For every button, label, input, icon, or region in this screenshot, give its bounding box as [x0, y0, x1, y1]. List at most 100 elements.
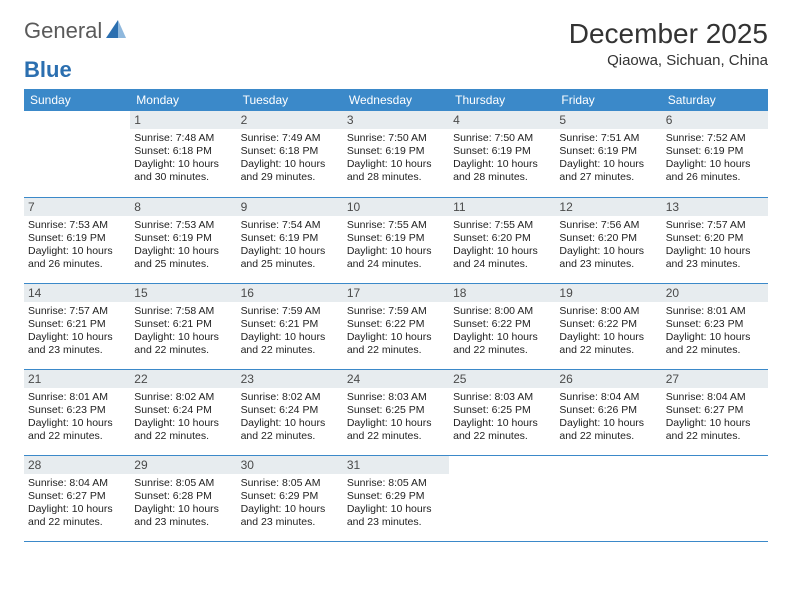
calendar-cell [555, 455, 661, 541]
calendar-cell: 18Sunrise: 8:00 AMSunset: 6:22 PMDayligh… [449, 283, 555, 369]
day-number: 9 [237, 198, 343, 216]
day-info: Sunrise: 7:53 AMSunset: 6:19 PMDaylight:… [28, 219, 126, 272]
day-number: 15 [130, 284, 236, 302]
calendar-cell: 24 Sunrise: 8:03 AMSunset: 6:25 PMDayligh… [343, 369, 449, 455]
day-info: Sunrise: 8:01 AMSunset: 6:23 PMDaylight:… [28, 391, 126, 444]
weekday-header: Tuesday [237, 89, 343, 111]
day-info: Sunrise: 7:51 AMSunset: 6:19 PMDaylight:… [559, 132, 657, 185]
weekday-header: Sunday [24, 89, 130, 111]
calendar-cell: 14 Sunrise: 7:57 AMSunset: 6:21 PMDayligh… [24, 283, 130, 369]
day-info: Sunrise: 8:01 AMSunset: 6:23 PMDaylight:… [666, 305, 764, 358]
day-number: 8 [130, 198, 236, 216]
calendar-cell: 16Sunrise: 7:59 AMSunset: 6:21 PMDayligh… [237, 283, 343, 369]
day-info: Sunrise: 8:04 AMSunset: 6:27 PMDaylight:… [666, 391, 764, 444]
day-number: 3 [343, 111, 449, 129]
calendar-row: 28Sunrise: 8:04 AMSunset: 6:27 PMDayligh… [24, 455, 768, 541]
calendar-cell: 19Sunrise: 8:00 AMSunset: 6:22 PMDayligh… [555, 283, 661, 369]
calendar-cell: 20 Sunrise: 8:01 AMSunset: 6:23 PMDayligh… [662, 283, 768, 369]
day-number: 31 [343, 456, 449, 474]
calendar-body: 1 Sunrise: 7:48 AMSunset: 6:18 PMDaylight… [24, 111, 768, 541]
calendar-row: 14 Sunrise: 7:57 AMSunset: 6:21 PMDayligh… [24, 283, 768, 369]
triangle-icon [106, 20, 126, 43]
day-number: 29 [130, 456, 236, 474]
day-info: Sunrise: 8:05 AMSunset: 6:29 PMDaylight:… [347, 477, 445, 530]
calendar-cell: 21 Sunrise: 8:01 AMSunset: 6:23 PMDayligh… [24, 369, 130, 455]
day-info: Sunrise: 7:54 AMSunset: 6:19 PMDaylight:… [241, 219, 339, 272]
day-number: 26 [555, 370, 661, 388]
calendar-cell: 3 Sunrise: 7:50 AMSunset: 6:19 PMDaylight… [343, 111, 449, 197]
day-info: Sunrise: 8:03 AMSunset: 6:25 PMDaylight:… [453, 391, 551, 444]
day-info: Sunrise: 7:50 AMSunset: 6:19 PMDaylight:… [347, 132, 445, 185]
logo: General [24, 18, 128, 44]
day-number: 22 [130, 370, 236, 388]
day-info: Sunrise: 7:55 AMSunset: 6:20 PMDaylight:… [453, 219, 551, 272]
weekday-header: Saturday [662, 89, 768, 111]
calendar-row: 1 Sunrise: 7:48 AMSunset: 6:18 PMDaylight… [24, 111, 768, 197]
calendar-cell: 11 Sunrise: 7:55 AMSunset: 6:20 PMDayligh… [449, 197, 555, 283]
calendar-cell: 23 Sunrise: 8:02 AMSunset: 6:24 PMDayligh… [237, 369, 343, 455]
page-title: December 2025 [569, 18, 768, 50]
day-number: 28 [24, 456, 130, 474]
day-number: 14 [24, 284, 130, 302]
calendar-cell: 15 Sunrise: 7:58 AMSunset: 6:21 PMDayligh… [130, 283, 236, 369]
day-number: 21 [24, 370, 130, 388]
day-number: 10 [343, 198, 449, 216]
day-number: 4 [449, 111, 555, 129]
calendar-cell: 5 Sunrise: 7:51 AMSunset: 6:19 PMDaylight… [555, 111, 661, 197]
day-info: Sunrise: 7:52 AMSunset: 6:19 PMDaylight:… [666, 132, 764, 185]
weekday-header: Wednesday [343, 89, 449, 111]
calendar-row: 7Sunrise: 7:53 AMSunset: 6:19 PMDaylight… [24, 197, 768, 283]
calendar-cell: 22 Sunrise: 8:02 AMSunset: 6:24 PMDayligh… [130, 369, 236, 455]
day-number: 27 [662, 370, 768, 388]
day-number: 19 [555, 284, 661, 302]
calendar-cell: 25Sunrise: 8:03 AMSunset: 6:25 PMDayligh… [449, 369, 555, 455]
day-number: 6 [662, 111, 768, 129]
weekday-header: Thursday [449, 89, 555, 111]
calendar-cell: 30Sunrise: 8:05 AMSunset: 6:29 PMDayligh… [237, 455, 343, 541]
calendar-row: 21 Sunrise: 8:01 AMSunset: 6:23 PMDayligh… [24, 369, 768, 455]
day-info: Sunrise: 8:03 AMSunset: 6:25 PMDaylight:… [347, 391, 445, 444]
day-info: Sunrise: 7:58 AMSunset: 6:21 PMDaylight:… [134, 305, 232, 358]
logo-text-blue: Blue [24, 57, 72, 83]
calendar-cell: 7 Sunrise: 7:53 AMSunset: 6:19 PMDaylight… [24, 197, 130, 283]
calendar-cell: 31 Sunrise: 8:05 AMSunset: 6:29 PMDayligh… [343, 455, 449, 541]
day-number: 12 [555, 198, 661, 216]
location: Qiaowa, Sichuan, China [569, 52, 768, 69]
calendar-cell: 13Sunrise: 7:57 AMSunset: 6:20 PMDayligh… [662, 197, 768, 283]
calendar-cell [449, 455, 555, 541]
day-number: 11 [449, 198, 555, 216]
calendar-cell: 6 Sunrise: 7:52 AMSunset: 6:19 PMDaylight… [662, 111, 768, 197]
calendar-cell [24, 111, 130, 197]
title-block: December 2025 Qiaowa, Sichuan, China [569, 18, 768, 69]
calendar-cell: 4 Sunrise: 7:50 AMSunset: 6:19 PMDaylight… [449, 111, 555, 197]
day-info: Sunrise: 7:50 AMSunset: 6:19 PMDaylight:… [453, 132, 551, 185]
calendar-cell: 17Sunrise: 7:59 AMSunset: 6:22 PMDayligh… [343, 283, 449, 369]
day-info: Sunrise: 7:57 AMSunset: 6:21 PMDaylight:… [28, 305, 126, 358]
calendar-cell: 12 Sunrise: 7:56 AMSunset: 6:20 PMDayligh… [555, 197, 661, 283]
day-info: Sunrise: 8:02 AMSunset: 6:24 PMDaylight:… [134, 391, 232, 444]
day-info: Sunrise: 7:56 AMSunset: 6:20 PMDaylight:… [559, 219, 657, 272]
day-info: Sunrise: 7:59 AMSunset: 6:21 PMDaylight:… [241, 305, 339, 358]
day-number: 18 [449, 284, 555, 302]
day-info: Sunrise: 8:04 AMSunset: 6:26 PMDaylight:… [559, 391, 657, 444]
calendar-cell: 1 Sunrise: 7:48 AMSunset: 6:18 PMDaylight… [130, 111, 236, 197]
day-number: 24 [343, 370, 449, 388]
day-number: 20 [662, 284, 768, 302]
day-number: 5 [555, 111, 661, 129]
day-info: Sunrise: 8:05 AMSunset: 6:29 PMDaylight:… [241, 477, 339, 530]
calendar-cell: 26 Sunrise: 8:04 AMSunset: 6:26 PMDayligh… [555, 369, 661, 455]
day-info: Sunrise: 7:48 AMSunset: 6:18 PMDaylight:… [134, 132, 232, 185]
day-number: 7 [24, 198, 130, 216]
logo-text-general: General [24, 18, 102, 44]
calendar-table: Sunday Monday Tuesday Wednesday Thursday… [24, 89, 768, 542]
day-number: 1 [130, 111, 236, 129]
calendar-cell: 28Sunrise: 8:04 AMSunset: 6:27 PMDayligh… [24, 455, 130, 541]
day-number: 2 [237, 111, 343, 129]
calendar-cell: 27 Sunrise: 8:04 AMSunset: 6:27 PMDayligh… [662, 369, 768, 455]
day-number: 23 [237, 370, 343, 388]
calendar-cell [662, 455, 768, 541]
weekday-header: Friday [555, 89, 661, 111]
day-info: Sunrise: 8:02 AMSunset: 6:24 PMDaylight:… [241, 391, 339, 444]
day-info: Sunrise: 7:59 AMSunset: 6:22 PMDaylight:… [347, 305, 445, 358]
day-info: Sunrise: 7:53 AMSunset: 6:19 PMDaylight:… [134, 219, 232, 272]
